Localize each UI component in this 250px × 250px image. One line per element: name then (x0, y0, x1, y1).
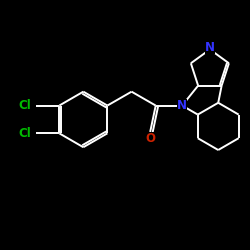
Text: Cl: Cl (19, 127, 32, 140)
Text: N: N (177, 99, 187, 112)
Text: O: O (145, 132, 155, 144)
Text: Cl: Cl (19, 99, 32, 112)
Text: N: N (205, 41, 215, 54)
